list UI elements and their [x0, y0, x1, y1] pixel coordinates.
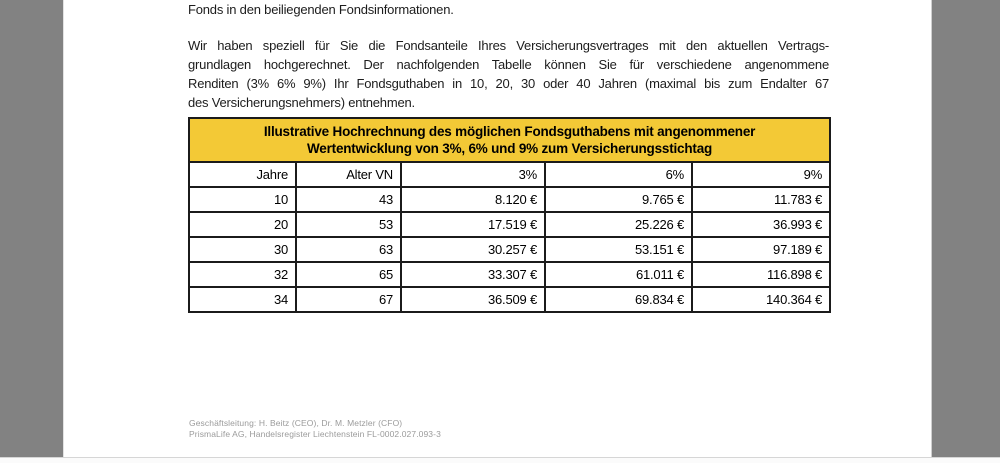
table-cell: 53 [295, 211, 402, 238]
paragraph-line: grundlagen hochgerechnet. Der nachfolgen… [188, 57, 829, 72]
paragraph-line: Renditen (3% 6% 9%) Ihr Fondsguthaben in… [188, 76, 829, 91]
table-cell: 67 [295, 286, 402, 313]
projection-table: Illustrative Hochrechnung des möglichen … [187, 117, 832, 313]
table-cell: 11.783 € [690, 186, 832, 213]
column-header: 9% [690, 161, 832, 188]
table-cell: 10 [188, 186, 297, 213]
table-row: 34 67 36.509 €69.834 €140.364 € [188, 286, 832, 313]
paragraph-line: des Versicherungsnehmers) entnehmen. [188, 95, 415, 110]
column-header: 3% [400, 161, 546, 188]
table-cell: 61.011 € [544, 261, 693, 288]
table-cell: 36.509 € [400, 286, 546, 313]
table-cell: 30 [188, 236, 297, 263]
table-row: 30 63 30.257 €53.151 €97.189 € [188, 236, 832, 263]
table-cell: 34 [188, 286, 297, 313]
column-header: 6% [544, 161, 693, 188]
table-cell: 17.519 € [400, 211, 546, 238]
paragraph-line: Wir haben speziell für Sie die Fondsante… [188, 38, 829, 53]
table-title-row: Illustrative Hochrechnung des möglichen … [187, 117, 832, 163]
table-cell: 65 [295, 261, 402, 288]
table-cell: 140.364 € [690, 286, 832, 313]
table-header-row: Jahre Alter VN 3% 6% 9% [188, 161, 832, 188]
table-cell: 43 [295, 186, 402, 213]
page-content: Fonds in den beiliegenden Fondsinformati… [187, 0, 832, 457]
viewer-bottom-strip [0, 457, 1000, 463]
table-cell: 32 [188, 261, 297, 288]
table-cell: 20 [188, 211, 297, 238]
column-header: Alter VN [295, 161, 402, 188]
table-cell: 97.189 € [690, 236, 832, 263]
intro-text: Fonds in den beiliegenden Fondsinformati… [188, 2, 454, 17]
table-cell: 69.834 € [544, 286, 693, 313]
table-cell: 33.307 € [400, 261, 546, 288]
table-row: 10 43 8.120 €9.765 €11.783 € [188, 186, 832, 213]
viewer-gutter-right [933, 0, 1000, 457]
table-cell: 9.765 € [544, 186, 693, 213]
projection-paragraph: Wir haben speziell für Sie die Fondsante… [188, 36, 829, 112]
table-cell: 53.151 € [544, 236, 693, 263]
viewer-gutter-left [0, 0, 63, 457]
table-cell: 116.898 € [690, 261, 832, 288]
table-row: 20 53 17.519 €25.226 €36.993 € [188, 211, 832, 238]
table-body: 10 43 8.120 €9.765 €11.783 €20 53 17.519 €25… [188, 186, 832, 313]
table-cell: 63 [295, 236, 402, 263]
table-cell: 36.993 € [690, 211, 832, 238]
footer-line2: PrismaLife AG, Handelsregister Liechtens… [189, 429, 441, 439]
table-title-line1: Illustrative Hochrechnung des möglichen … [263, 124, 756, 139]
table-cell: 30.257 € [400, 236, 546, 263]
column-header: Jahre [188, 161, 297, 188]
table-title: Illustrative Hochrechnung des möglichen … [187, 117, 832, 163]
table-title-line2: Wertentwicklung von 3%, 6% und 9% zum Ve… [307, 141, 713, 156]
document-page: Fonds in den beiliegenden Fondsinformati… [63, 0, 932, 457]
table-row: 32 65 33.307 €61.011 €116.898 € [188, 261, 832, 288]
footer-line1: Geschäftsleitung: H. Beitz (CEO), Dr. M.… [189, 418, 403, 428]
table-cell: 8.120 € [400, 186, 546, 213]
table-cell: 25.226 € [544, 211, 693, 238]
footer-legal: Geschäftsleitung: H. Beitz (CEO), Dr. M.… [189, 418, 441, 440]
